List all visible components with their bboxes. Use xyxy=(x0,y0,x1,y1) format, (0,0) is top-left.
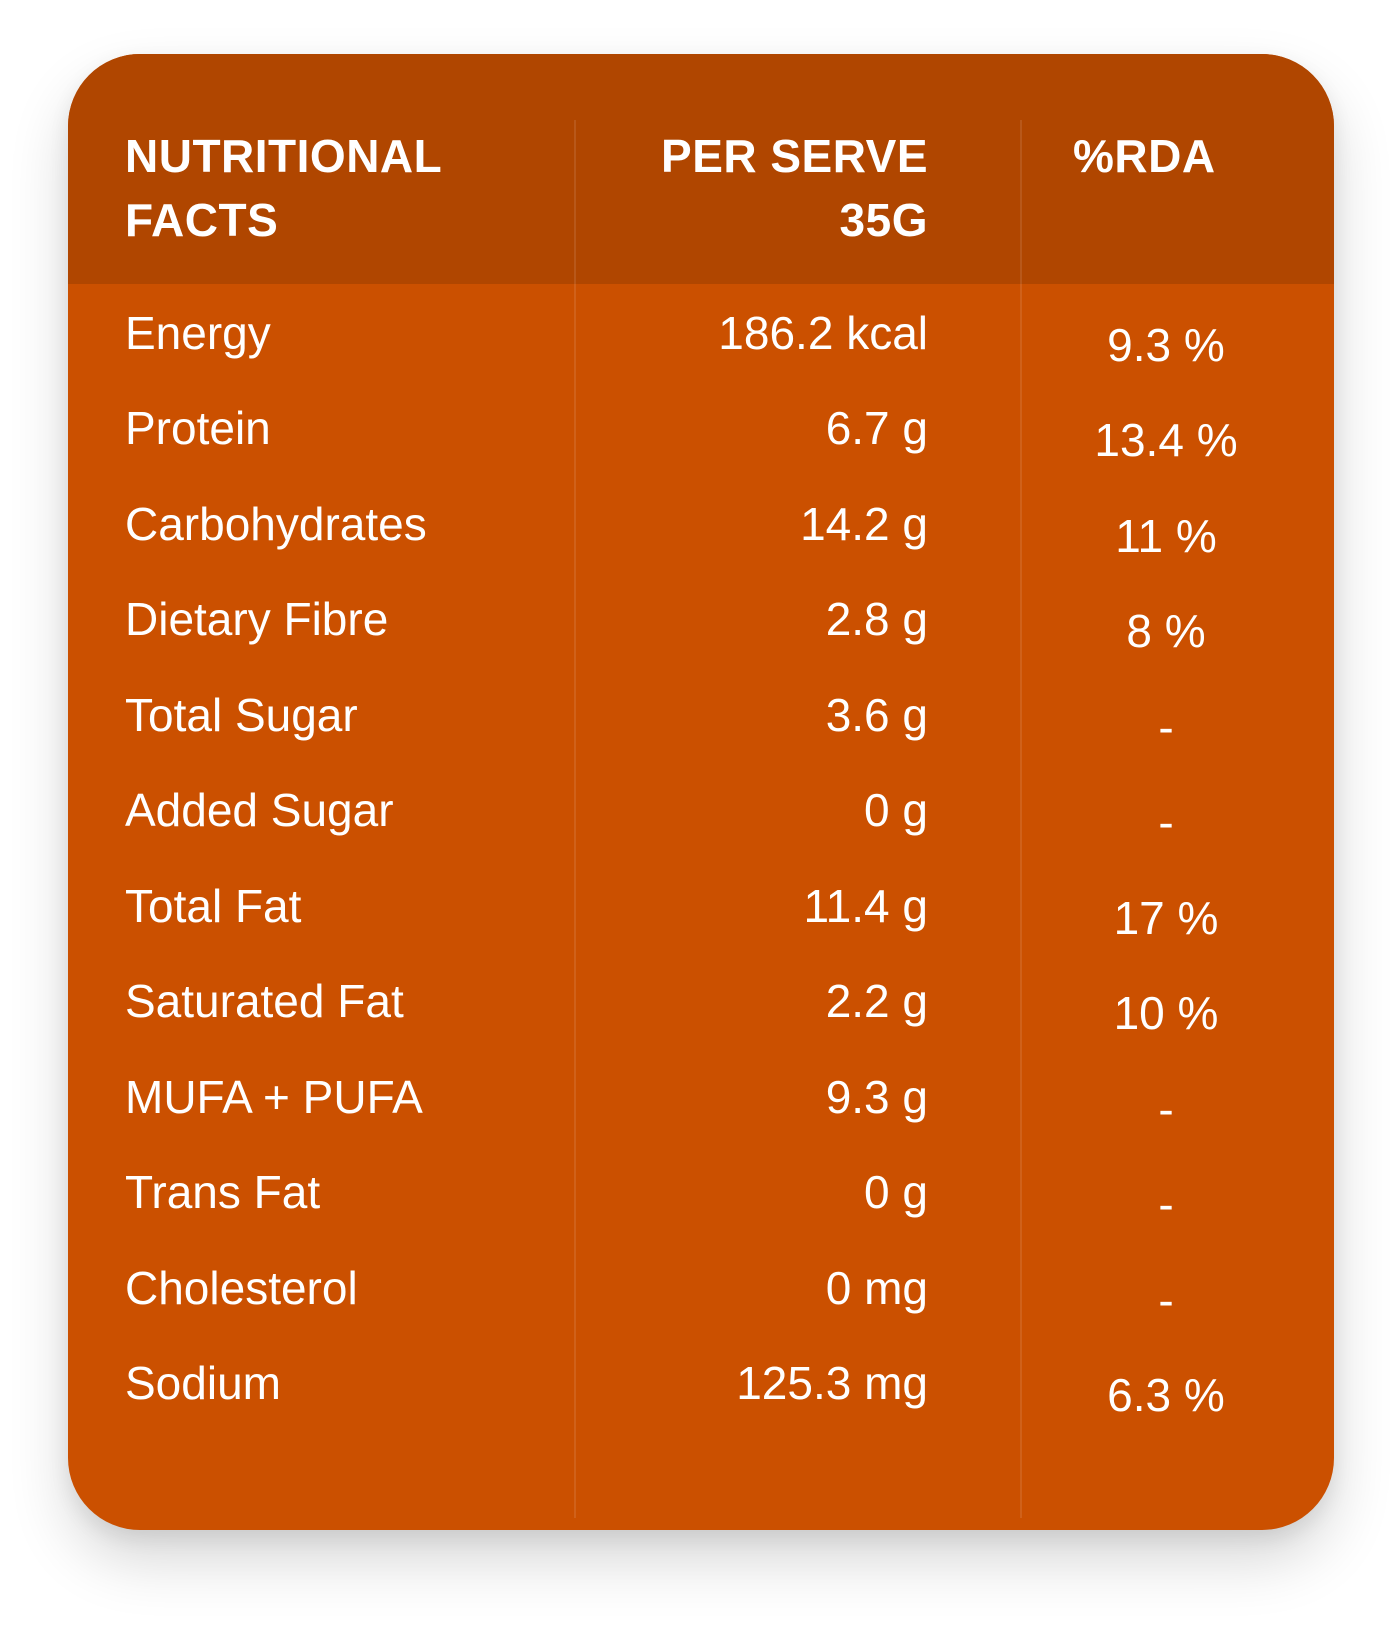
nutrient-rda: 8 % xyxy=(1126,605,1206,657)
nutrient-name: MUFA + PUFA xyxy=(125,1071,423,1123)
nutrient-value: 2.2 g xyxy=(825,975,928,1027)
table-row: Saturated Fat 2.2 g 10 % xyxy=(68,952,1334,1051)
nutrient-value: 0 mg xyxy=(825,1262,928,1314)
nutrient-rda: - xyxy=(1158,701,1174,753)
table-row: Protein 6.7 g 13.4 % xyxy=(68,379,1334,478)
column-divider xyxy=(1020,120,1022,1518)
nutrition-facts-card: NUTRITIONAL FACTS PER SERVE 35G %RDA Ene… xyxy=(68,54,1334,1530)
nutrient-value: 0 g xyxy=(864,784,928,836)
table-row: Cholesterol 0 mg - xyxy=(68,1239,1334,1338)
nutrient-rda: 10 % xyxy=(1113,987,1219,1039)
column-divider xyxy=(574,120,576,1518)
nutrient-value: 9.3 g xyxy=(825,1071,928,1123)
table-header: NUTRITIONAL FACTS PER SERVE 35G %RDA xyxy=(68,54,1334,284)
table-row: Energy 186.2 kcal 9.3 % xyxy=(68,284,1334,383)
nutrient-name: Total Sugar xyxy=(125,689,358,741)
table-row: Carbohydrates 14.2 g 11 % xyxy=(68,475,1334,574)
nutrient-rda: - xyxy=(1158,796,1174,848)
nutrient-value: 14.2 g xyxy=(800,498,928,550)
header-nutritional-facts: NUTRITIONAL FACTS xyxy=(125,130,443,246)
nutrient-rda: 9.3 % xyxy=(1107,319,1225,371)
nutrient-name: Cholesterol xyxy=(125,1262,358,1314)
nutrient-name: Energy xyxy=(125,307,271,359)
table-row: MUFA + PUFA 9.3 g - xyxy=(68,1048,1334,1147)
table-row: Total Sugar 3.6 g - xyxy=(68,666,1334,765)
nutrient-rda: - xyxy=(1158,1274,1174,1326)
nutrient-value: 186.2 kcal xyxy=(718,307,928,359)
nutrient-rda: 6.3 % xyxy=(1107,1369,1225,1421)
nutrient-rda: - xyxy=(1158,1083,1174,1135)
nutrient-name: Dietary Fibre xyxy=(125,593,389,645)
nutrient-name: Protein xyxy=(125,402,271,454)
nutrient-value: 125.3 mg xyxy=(736,1357,928,1409)
table-row: Added Sugar 0 g - xyxy=(68,761,1334,860)
nutrient-value: 11.4 g xyxy=(803,880,928,932)
nutrient-rda: 17 % xyxy=(1113,892,1219,944)
header-rda: %RDA xyxy=(1073,130,1216,182)
nutrient-name: Total Fat xyxy=(125,880,302,932)
table-row: Total Fat 11.4 g 17 % xyxy=(68,857,1334,956)
nutrient-name: Trans Fat xyxy=(125,1166,321,1218)
nutrient-value: 0 g xyxy=(864,1166,928,1218)
nutrient-value: 3.6 g xyxy=(825,689,928,741)
nutrient-rda: - xyxy=(1158,1178,1174,1230)
nutrient-name: Carbohydrates xyxy=(125,498,427,550)
table-row: Trans Fat 0 g - xyxy=(68,1143,1334,1242)
table-row: Sodium 125.3 mg 6.3 % xyxy=(68,1334,1334,1433)
nutrient-name: Added Sugar xyxy=(125,784,394,836)
nutrient-name: Saturated Fat xyxy=(125,975,404,1027)
nutrient-value: 6.7 g xyxy=(825,402,928,454)
nutrient-value: 2.8 g xyxy=(825,593,928,645)
table-row: Dietary Fibre 2.8 g 8 % xyxy=(68,570,1334,669)
header-per-serve: PER SERVE 35G xyxy=(661,130,928,246)
nutrient-name: Sodium xyxy=(125,1357,281,1409)
nutrient-rda: 11 % xyxy=(1115,510,1217,562)
nutrient-rda: 13.4 % xyxy=(1094,414,1238,466)
